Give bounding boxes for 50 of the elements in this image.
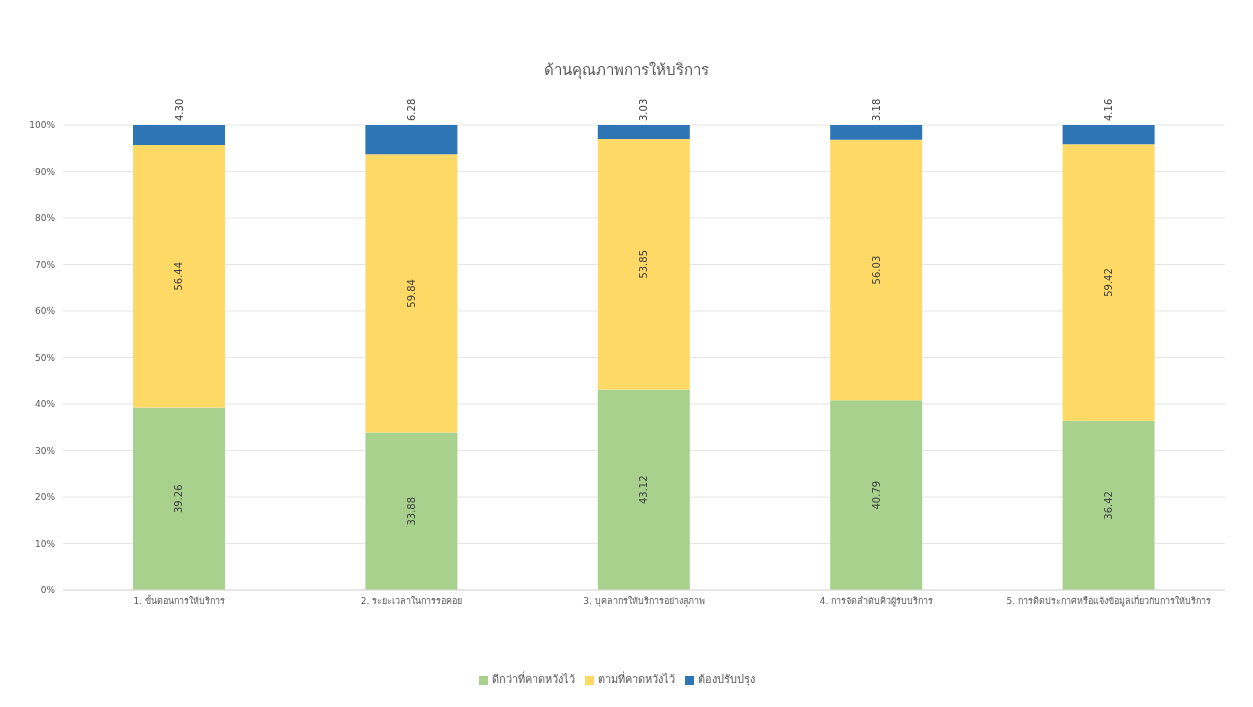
x-tick-label: 4. การจัดลำดับคิวผู้รับบริการ — [819, 596, 934, 608]
bar — [830, 400, 923, 590]
data-label: 56.03 — [870, 255, 882, 285]
y-tick-label: 10% — [34, 538, 56, 549]
bar — [830, 125, 923, 140]
data-label: 59.42 — [1103, 268, 1115, 297]
y-tick-label: 0% — [40, 585, 56, 596]
y-tick-label: 20% — [34, 492, 56, 503]
bar — [365, 432, 458, 590]
bar — [365, 154, 458, 433]
bar — [597, 139, 690, 390]
y-tick-label: 30% — [34, 445, 56, 456]
data-label: 39.26 — [173, 484, 185, 514]
x-tick-label: 3. บุคลากรให้บริการอย่างสุภาพ — [583, 596, 705, 608]
bar — [1062, 420, 1155, 590]
y-tick-label: 50% — [34, 352, 56, 363]
data-label: 3.03 — [638, 98, 650, 121]
bar — [133, 407, 225, 590]
legend-label: ต้องปรับปรุง — [697, 673, 755, 686]
bar — [133, 145, 225, 408]
data-label: 4.16 — [1103, 98, 1115, 121]
data-label: 40.79 — [870, 480, 882, 510]
y-tick-label: 100% — [29, 120, 56, 131]
y-tick-label: 60% — [34, 306, 56, 317]
bar — [830, 139, 923, 401]
data-label: 59.84 — [405, 279, 417, 308]
data-label: 3.18 — [870, 98, 882, 121]
data-label: 56.44 — [173, 261, 185, 291]
bar — [133, 125, 225, 145]
legend-label: ดีกว่าที่คาดหวังไว้ — [491, 673, 575, 686]
data-label: 4.30 — [173, 98, 185, 121]
x-tick-label: 5. การติดประกาศหรือแจ้งข้อมูลเกี่ยวกับการให้บริการ — [1006, 594, 1212, 608]
bar — [597, 125, 690, 140]
x-tick-label: 2. ระยะเวลาในการรอคอย — [360, 596, 463, 607]
bar — [1062, 144, 1155, 421]
data-label: 36.42 — [1103, 491, 1115, 520]
x-tick-label: 1. ขั้นตอนการให้บริการ — [133, 594, 225, 607]
chart-title: ด้านคุณภาพการให้บริการ — [543, 60, 710, 82]
data-label: 53.85 — [638, 249, 650, 279]
data-label: 6.28 — [405, 98, 417, 121]
bar — [597, 389, 690, 590]
y-tick-label: 90% — [34, 166, 56, 177]
bar — [365, 125, 458, 155]
data-label: 43.12 — [638, 475, 650, 505]
y-tick-label: 40% — [34, 399, 56, 410]
data-label: 33.88 — [405, 496, 417, 526]
y-tick-label: 70% — [34, 259, 56, 270]
bar — [1062, 125, 1155, 145]
legend-label: ตามที่คาดหวังไว้ — [597, 673, 675, 686]
y-tick-label: 80% — [34, 213, 56, 224]
